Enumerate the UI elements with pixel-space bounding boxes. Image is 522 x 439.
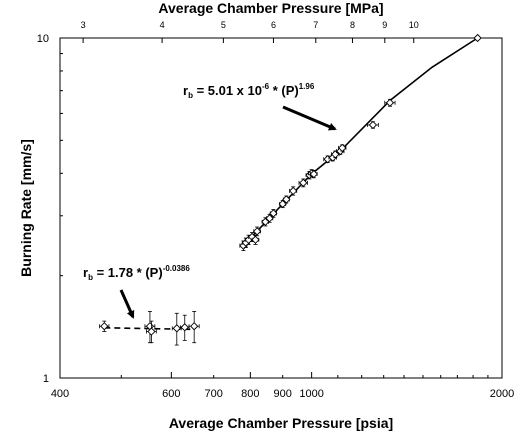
fit-arrow-low: [119, 289, 135, 319]
y-tick-label: 1: [43, 373, 49, 385]
fit-equation-high-body2: * (P): [269, 83, 299, 98]
x-minor-tick-label: 900: [274, 388, 292, 400]
diamond-marker: [172, 324, 181, 333]
fit-equation-high-exp2: 1.96: [299, 82, 315, 91]
data-point: [146, 320, 157, 344]
diamond-marker: [253, 227, 262, 236]
data-point: [282, 195, 291, 204]
data-point: [179, 314, 190, 341]
data-point: [309, 169, 318, 179]
y-tick-label: 10: [37, 33, 49, 45]
x2-tick-label: 6: [271, 20, 276, 30]
data-point: [366, 120, 379, 130]
data-point: [473, 33, 482, 43]
fit-equation-low-body: = 1.78 * (P): [93, 265, 163, 280]
fit-equation-high-sub: b: [188, 91, 193, 100]
diamond-marker: [147, 327, 156, 336]
diamond-marker: [299, 178, 308, 187]
x-tick-label: 2000: [490, 388, 514, 400]
data-point: [171, 312, 182, 346]
plot-frame: [59, 37, 503, 379]
diamond-marker: [289, 186, 298, 196]
data-point: [144, 310, 156, 344]
x2-tick-label: 8: [350, 20, 355, 30]
x2-tick-label: 7: [313, 20, 318, 30]
data-point: [289, 186, 298, 196]
x-tick-label: 400: [51, 388, 69, 400]
x-axis-title: Average Chamber Pressure [psia]: [169, 415, 393, 431]
diamond-marker: [180, 323, 189, 332]
data-point: [253, 226, 262, 237]
diamond-marker: [190, 322, 199, 331]
data-points: [99, 33, 482, 346]
data-point: [384, 98, 396, 107]
diamond-marker: [261, 217, 270, 226]
fit-equation-low-prefix: r: [83, 265, 88, 280]
x2-axis-title: Average Chamber Pressure [MPa]: [158, 0, 383, 16]
fit-equation-high: rb = 5.01 x 10-6 * (P)1.96: [183, 82, 315, 100]
data-point: [331, 150, 340, 159]
fit-arrow-high: [282, 105, 337, 131]
diamond-marker: [473, 33, 482, 43]
diamond-marker: [385, 98, 395, 107]
fit-equation-high-body: = 5.01 x 10: [193, 83, 262, 98]
diamond-marker: [282, 195, 291, 204]
diamond-marker: [368, 120, 378, 130]
diamond-marker: [251, 235, 260, 244]
data-point: [298, 178, 308, 188]
x2-tick-label: 9: [382, 20, 387, 30]
y-axis-title: Burning Rate [mm/s]: [18, 139, 34, 277]
data-point: [269, 209, 278, 218]
x-tick-label: 800: [241, 388, 259, 400]
x-tick-label: 1000: [299, 388, 323, 400]
x-minor-tick-label: 700: [205, 388, 223, 400]
ticks: 400 600 800 1000 2000 700 900 3 4 5 6 7 8 9 10 1 10: [37, 20, 514, 400]
data-point: [251, 234, 260, 245]
x2-tick-label: 3: [81, 20, 86, 30]
x2-tick-label: 5: [221, 20, 226, 30]
data-point: [338, 143, 347, 153]
data-point: [99, 320, 110, 332]
fit-equation-low-sub: b: [88, 273, 93, 282]
x2-tick-label: 10: [409, 20, 419, 30]
fit-equation-low: rb = 1.78 * (P)-0.0386: [83, 264, 190, 282]
fit-line-high: [242, 37, 479, 247]
data-point: [188, 310, 200, 344]
fit-equation-low-exp: -0.0386: [163, 264, 191, 273]
x-tick-label: 600: [162, 388, 180, 400]
fit-equation-high-prefix: r: [183, 83, 188, 98]
diamond-marker: [338, 143, 347, 153]
diamond-marker: [331, 150, 340, 159]
diamond-marker: [269, 209, 278, 218]
fit-equation-high-exp: -6: [262, 82, 270, 91]
diamond-marker: [309, 169, 318, 179]
diamond-marker: [100, 322, 109, 331]
fit-lines: [104, 37, 479, 331]
x2-tick-label: 4: [160, 20, 165, 30]
